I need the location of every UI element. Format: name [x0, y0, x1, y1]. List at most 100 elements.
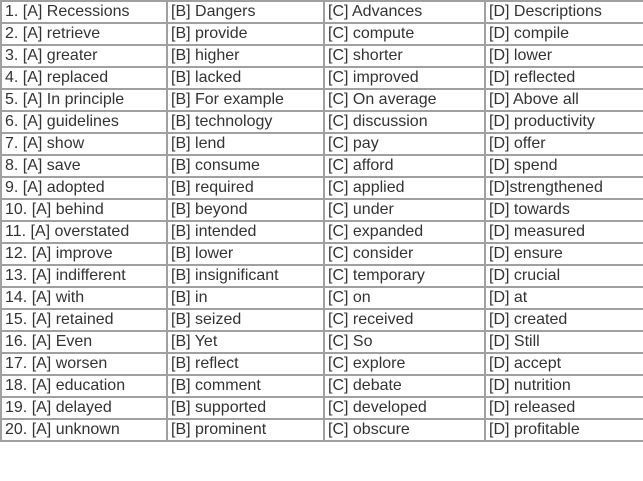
table-row: 3. [A] greater [B] higher [C] shorter [D] l… — [0, 44, 643, 68]
table-row: 11. [A] overstated [B] intended [C] expand… — [0, 220, 643, 244]
option-d-cell: [D] reflected — [484, 66, 643, 90]
option-c-cell: [C] under — [323, 198, 486, 222]
option-d-cell: [D] towards — [484, 198, 643, 222]
option-b-cell: [B] Yet — [166, 330, 325, 354]
option-a-cell: 14. [A] with — [0, 286, 168, 310]
option-c-cell: [C] temporary — [323, 264, 486, 288]
table-row: 9. [A] adopted [B] required [C] applied [D]… — [0, 176, 643, 200]
option-d-cell: [D] crucial — [484, 264, 643, 288]
option-c-cell: [C] explore — [323, 352, 486, 376]
option-a-cell: 18. [A] education — [0, 374, 168, 398]
option-b-cell: [B] prominent — [166, 418, 325, 442]
option-a-cell: 6. [A] guidelines — [0, 110, 168, 134]
option-c-cell: [C] shorter — [323, 44, 486, 68]
option-a-cell: 12. [A] improve — [0, 242, 168, 266]
option-b-cell: [B] lend — [166, 132, 325, 156]
option-d-cell: [D] lower — [484, 44, 643, 68]
option-b-cell: [B] supported — [166, 396, 325, 420]
option-c-cell: [C] obscure — [323, 418, 486, 442]
option-d-cell: [D] at — [484, 286, 643, 310]
option-d-cell: [D] nutrition — [484, 374, 643, 398]
table-row: 5. [A] In principle [B] For example [C] On… — [0, 88, 643, 112]
table-row: 13. [A] indifferent [B] insignificant [C] … — [0, 264, 643, 288]
option-c-cell: [C] So — [323, 330, 486, 354]
option-d-cell: [D] compile — [484, 22, 643, 46]
table-row: 8. [A] save [B] consume [C] afford [D] spen… — [0, 154, 643, 178]
table-row: 16. [A] Even [B] Yet [C] So [D] Still — [0, 330, 643, 354]
option-c-cell: [C] consider — [323, 242, 486, 266]
option-a-cell: 19. [A] delayed — [0, 396, 168, 420]
option-a-cell: 4. [A] replaced — [0, 66, 168, 90]
option-d-cell: [D] accept — [484, 352, 643, 376]
option-a-cell: 20. [A] unknown — [0, 418, 168, 442]
option-b-cell: [B] insignificant — [166, 264, 325, 288]
option-d-cell: [D] offer — [484, 132, 643, 156]
option-d-cell: [D] productivity — [484, 110, 643, 134]
table-row: 7. [A] show [B] lend [C] pay [D] offer — [0, 132, 643, 156]
option-b-cell: [B] comment — [166, 374, 325, 398]
table-row: 18. [A] education [B] comment [C] debate [D… — [0, 374, 643, 398]
option-b-cell: [B] intended — [166, 220, 325, 244]
option-a-cell: 5. [A] In principle — [0, 88, 168, 112]
option-a-cell: 16. [A] Even — [0, 330, 168, 354]
option-b-cell: [B] reflect — [166, 352, 325, 376]
option-d-cell: [D] released — [484, 396, 643, 420]
table-row: 1. [A] Recessions [B] Dangers [C] Advances… — [0, 0, 643, 24]
option-a-cell: 17. [A] worsen — [0, 352, 168, 376]
table-row: 20. [A] unknown [B] prominent [C] obscure[… — [0, 418, 643, 442]
option-b-cell: [B] higher — [166, 44, 325, 68]
option-c-cell: [C] debate — [323, 374, 486, 398]
option-c-cell: [C] discussion — [323, 110, 486, 134]
option-a-cell: 11. [A] overstated — [0, 220, 168, 244]
option-a-cell: 9. [A] adopted — [0, 176, 168, 200]
table-row: 15. [A] retained [B] seized [C] received [D… — [0, 308, 643, 332]
table-row: 6. [A] guidelines [B] technology [C] discu… — [0, 110, 643, 134]
option-b-cell: [B] For example — [166, 88, 325, 112]
option-a-cell: 7. [A] show — [0, 132, 168, 156]
option-d-cell: [D] spend — [484, 154, 643, 178]
option-d-cell: [D] measured — [484, 220, 643, 244]
option-b-cell: [B] lacked — [166, 66, 325, 90]
option-c-cell: [C] developed — [323, 396, 486, 420]
option-b-cell: [B] provide — [166, 22, 325, 46]
option-d-cell: [D] created — [484, 308, 643, 332]
table-row: 12. [A] improve [B] lower [C] consider [D] … — [0, 242, 643, 266]
table-row: 19. [A] delayed [B] supported [C] develope… — [0, 396, 643, 420]
answer-options-table: 1. [A] Recessions [B] Dangers [C] Advances… — [0, 0, 643, 442]
option-d-cell: [D]strengthened — [484, 176, 643, 200]
option-c-cell: [C] applied — [323, 176, 486, 200]
option-c-cell: [C] compute — [323, 22, 486, 46]
option-b-cell: [B] seized — [166, 308, 325, 332]
table-row: 4. [A] replaced [B] lacked [C] improved [D]… — [0, 66, 643, 90]
option-b-cell: [B] in — [166, 286, 325, 310]
option-c-cell: [C] improved — [323, 66, 486, 90]
option-a-cell: 8. [A] save — [0, 154, 168, 178]
option-b-cell: [B] required — [166, 176, 325, 200]
option-b-cell: [B] lower — [166, 242, 325, 266]
option-a-cell: 1. [A] Recessions — [0, 0, 168, 24]
option-d-cell: [D] Still — [484, 330, 643, 354]
option-a-cell: 3. [A] greater — [0, 44, 168, 68]
option-d-cell: [D] profitable — [484, 418, 643, 442]
option-a-cell: 15. [A] retained — [0, 308, 168, 332]
option-b-cell: [B] technology — [166, 110, 325, 134]
option-c-cell: [C] received — [323, 308, 486, 332]
option-c-cell: [C] afford — [323, 154, 486, 178]
option-b-cell: [B] consume — [166, 154, 325, 178]
option-c-cell: [C] Advances — [323, 0, 486, 24]
option-c-cell: [C] expanded — [323, 220, 486, 244]
option-c-cell: [C] pay — [323, 132, 486, 156]
option-d-cell: [D] Above all — [484, 88, 643, 112]
option-d-cell: [D] Descriptions — [484, 0, 643, 24]
table-row: 2. [A] retrieve [B] provide [C] compute [D]… — [0, 22, 643, 46]
option-b-cell: [B] Dangers — [166, 0, 325, 24]
option-c-cell: [C] On average — [323, 88, 486, 112]
option-a-cell: 2. [A] retrieve — [0, 22, 168, 46]
option-b-cell: [B] beyond — [166, 198, 325, 222]
option-a-cell: 10. [A] behind — [0, 198, 168, 222]
option-a-cell: 13. [A] indifferent — [0, 264, 168, 288]
option-c-cell: [C] on — [323, 286, 486, 310]
option-d-cell: [D] ensure — [484, 242, 643, 266]
table-row: 14. [A] with [B] in [C] on [D] at — [0, 286, 643, 310]
table-row: 10. [A] behind [B] beyond [C] under [D] tow… — [0, 198, 643, 222]
